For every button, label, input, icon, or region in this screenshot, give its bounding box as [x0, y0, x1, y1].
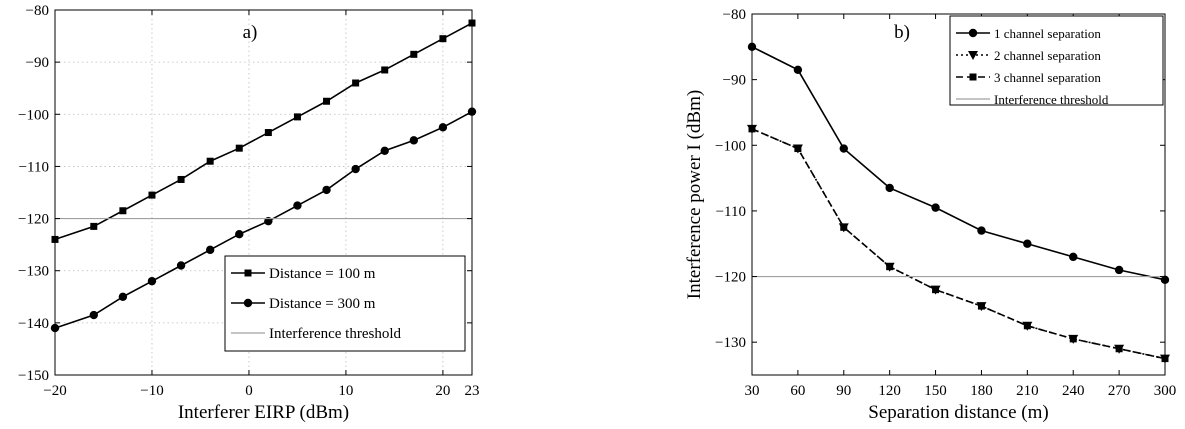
data-point [1114, 265, 1124, 275]
chart-panel-b: 30 60 90 120 150 180 210 240 270 300 −80 −90 −100 −11… [684, 7, 1176, 423]
data-point [148, 191, 156, 199]
y-tick-label: −80 [723, 7, 746, 23]
data-point [1023, 239, 1032, 248]
y-tick-label: −120 [18, 212, 49, 228]
y-tick-label: −130 [18, 264, 49, 280]
data-point [147, 276, 157, 286]
plot-frame [54, 9, 473, 376]
legend-label: Interference threshold [269, 326, 402, 342]
y-tick-label: −90 [723, 73, 746, 89]
x-tick-label: 210 [1016, 383, 1039, 399]
x-tick-label: 23 [465, 383, 480, 399]
data-point [322, 185, 331, 195]
data-point [381, 66, 389, 74]
data-point [840, 223, 848, 231]
y-tick-label: −110 [19, 159, 49, 175]
x-axis-label: Interferer EIRP (dBm) [178, 402, 349, 423]
x-tick-label: 30 [745, 383, 760, 399]
legend-marker [243, 298, 253, 308]
y-tick-label: −120 [715, 270, 746, 286]
data-point [380, 146, 389, 155]
data-point [352, 79, 360, 87]
y-axis-label: Interference power I (dBm) [684, 90, 705, 299]
data-point [1023, 322, 1031, 330]
data-point [931, 203, 940, 212]
y-tick-label: −100 [18, 107, 49, 123]
data-point [323, 97, 331, 105]
data-point [1069, 252, 1078, 262]
x-tick-label: 240 [1062, 383, 1085, 399]
legend-label: 3 channel separation [994, 70, 1101, 85]
data-point [885, 183, 894, 193]
data-point [438, 123, 448, 132]
y-tick-label: −90 [26, 55, 49, 71]
data-point [90, 222, 98, 230]
x-tick-label: 60 [790, 383, 805, 399]
plot-frame [751, 13, 1166, 376]
x-tick-label: 120 [878, 383, 901, 399]
y-tick-label: −150 [18, 368, 49, 384]
x-tick-label: 0 [245, 383, 253, 399]
legend-marker [244, 269, 252, 277]
x-tick-label: 20 [435, 383, 450, 399]
y-tick-label: −100 [715, 138, 746, 154]
data-point [176, 261, 186, 270]
series-line-2 [751, 128, 1166, 360]
data-point [351, 164, 360, 174]
legend-box [224, 255, 466, 352]
legend-label: 1 channel separation [994, 26, 1101, 41]
data-point [410, 50, 418, 58]
data-point [235, 230, 244, 239]
data-point [839, 144, 848, 153]
data-point [1069, 335, 1077, 343]
data-point [293, 201, 302, 210]
data-point [293, 113, 301, 121]
y-tick-label: −130 [715, 335, 746, 351]
y-tick-label: −140 [18, 316, 49, 332]
data-point [793, 65, 803, 74]
series-line-1 [54, 22, 473, 241]
data-point [1115, 345, 1123, 353]
panel-label: b) [894, 22, 910, 43]
data-point [977, 302, 985, 310]
data-point [977, 226, 986, 235]
x-tick-label: 10 [338, 383, 353, 399]
legend-marker [969, 73, 977, 81]
x-tick-label: 300 [1154, 383, 1177, 399]
legend-box [949, 15, 1164, 106]
data-point [439, 35, 447, 43]
chart-panel-a: −20 −10 0 10 20 23−80−90−100−110−120−130−140−… [18, 3, 479, 423]
legend-label: Distance = 300 m [269, 296, 376, 312]
data-point [235, 144, 243, 152]
data-point [205, 245, 215, 255]
data-point [264, 129, 272, 137]
y-tick-label: −80 [26, 3, 49, 19]
data-point [206, 157, 214, 165]
data-point [118, 292, 128, 301]
legend-label: Distance = 100 m [269, 266, 376, 282]
panel-label: a) [243, 22, 258, 43]
data-point [932, 286, 940, 294]
x-tick-label: −20 [43, 383, 66, 399]
data-point [794, 145, 802, 153]
series-line-3 [751, 128, 1166, 360]
x-axis-label: Separation distance (m) [868, 402, 1048, 423]
x-tick-label: −10 [140, 383, 163, 399]
data-point [89, 310, 98, 320]
x-tick-label: 150 [924, 383, 947, 399]
data-point [177, 175, 185, 183]
data-point [886, 263, 894, 271]
legend-label: 2 channel separation [994, 48, 1101, 63]
legend-marker [968, 28, 978, 38]
x-tick-label: 270 [1108, 383, 1131, 399]
legend-marker [968, 51, 978, 60]
data-point [409, 136, 419, 145]
x-tick-label: 180 [970, 383, 993, 399]
series-line-1 [751, 46, 1166, 281]
data-point [119, 207, 127, 215]
x-tick-label: 90 [836, 383, 851, 399]
y-tick-label: −110 [716, 204, 746, 220]
legend-label: Interference threshold [994, 92, 1109, 107]
